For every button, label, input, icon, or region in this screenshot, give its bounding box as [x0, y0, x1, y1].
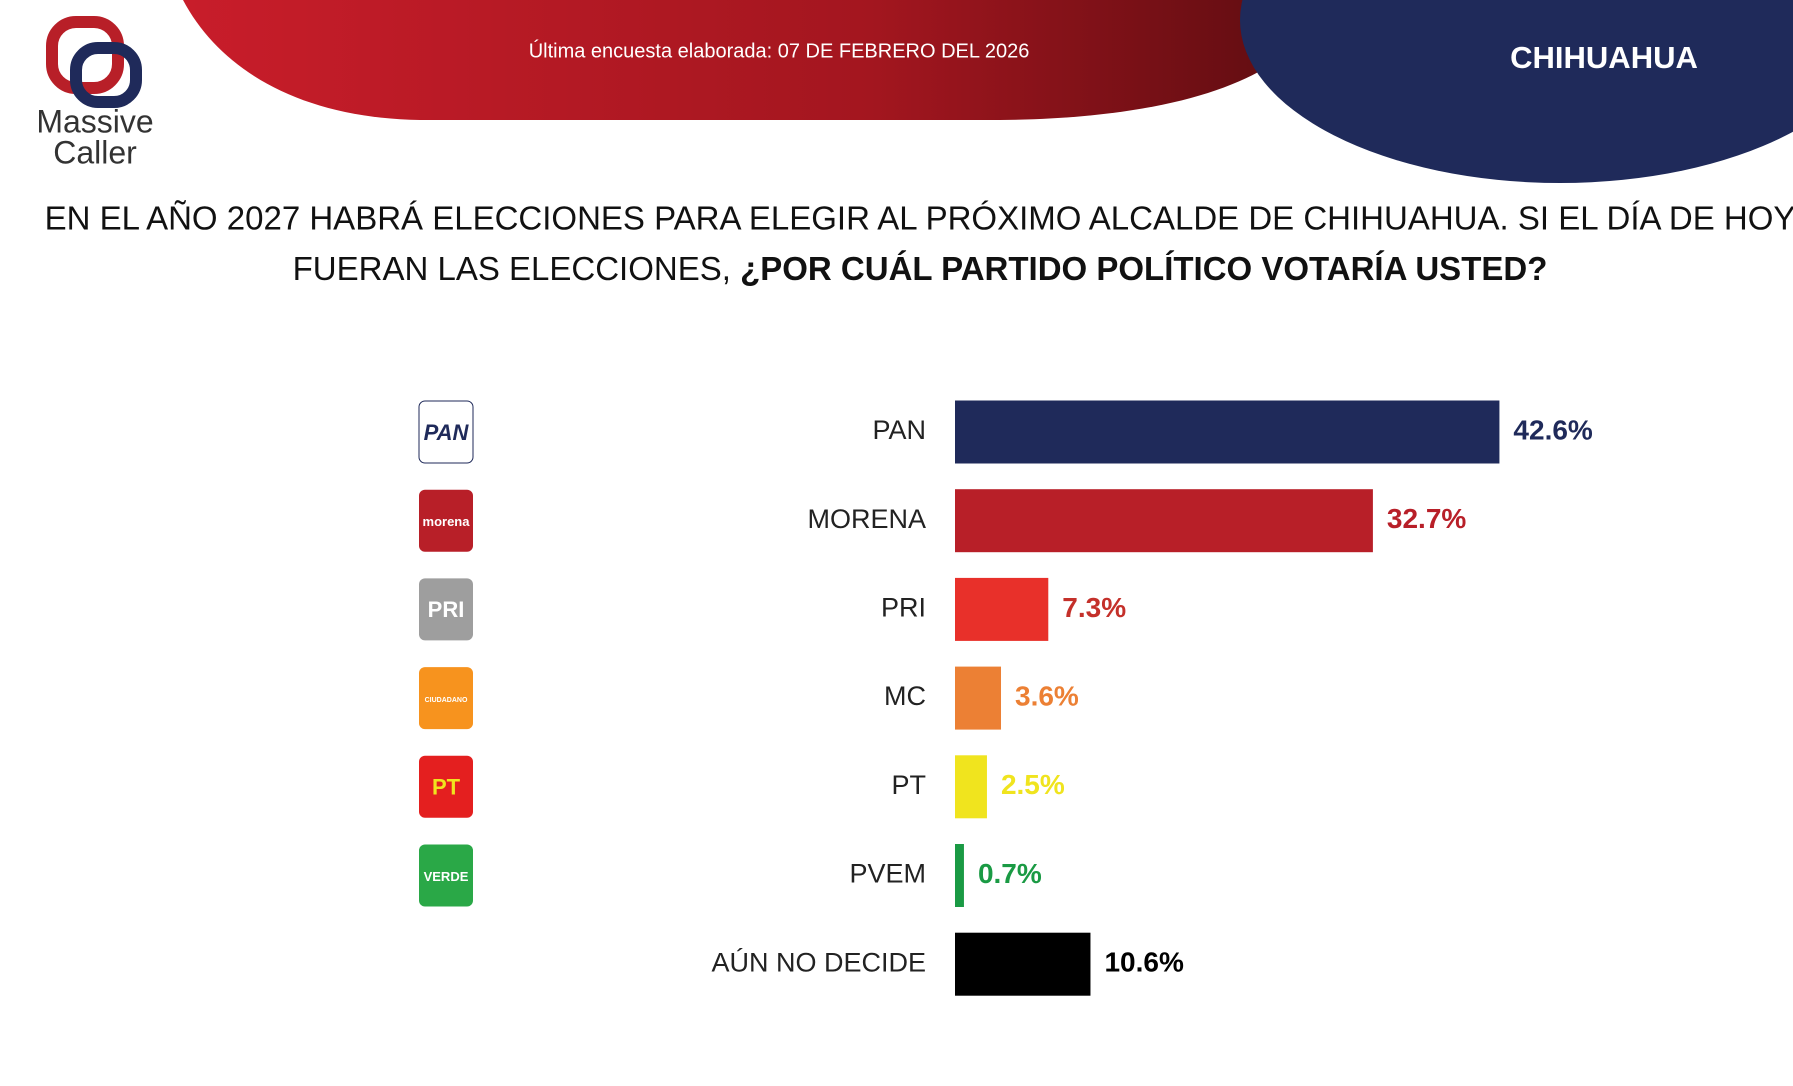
- value-label: 32.7%: [1387, 503, 1466, 534]
- title-part: FUERAN LAS ELECCIONES,: [293, 250, 731, 287]
- party-icon-label: CIUDADANO: [425, 697, 468, 704]
- party-icon-label: VERDE: [424, 869, 469, 884]
- party-icon: [419, 578, 473, 641]
- category-label: PAN: [872, 415, 926, 445]
- value-label: 10.6%: [1104, 947, 1183, 978]
- value-label: 0.7%: [978, 858, 1042, 889]
- category-label: PVEM: [849, 859, 926, 889]
- value-label: 3.6%: [1015, 680, 1079, 711]
- bar: [955, 666, 1002, 730]
- category-label: PRI: [881, 593, 926, 623]
- bar: [955, 489, 1373, 553]
- bar: [955, 400, 1500, 464]
- title-part: ¿POR CUÁL PARTIDO POLÍTICO VOTARÍA USTED…: [740, 250, 1547, 287]
- party-icon: [418, 400, 474, 464]
- header-band: [183, 0, 1330, 120]
- category-label: MORENA: [807, 504, 926, 534]
- party-icon-label: morena: [423, 514, 471, 529]
- party-icon-label: PAN: [424, 420, 470, 445]
- category-label: MC: [884, 681, 926, 711]
- category-label: PT: [891, 770, 926, 800]
- party-icon: [419, 844, 473, 907]
- party-icon: [419, 667, 473, 730]
- header-circle: [1240, 0, 1793, 183]
- bar: [955, 932, 1091, 996]
- bar: [955, 577, 1049, 641]
- category-label: AÚN NO DECIDE: [711, 946, 926, 977]
- value-label: 42.6%: [1513, 414, 1592, 445]
- party-icon: [419, 489, 473, 552]
- bar: [955, 844, 964, 907]
- party-icon: [419, 755, 473, 818]
- region: CHIHUAHUA: [1510, 40, 1698, 75]
- value-label: 7.3%: [1062, 592, 1126, 623]
- chart-title: FUERAN LAS ELECCIONES, ¿POR CUÁL PARTIDO…: [293, 250, 1548, 287]
- survey-date: Última encuesta elaborada: 07 DE FEBRERO…: [529, 39, 1030, 62]
- party-icon-label: PT: [432, 775, 461, 800]
- brand-name: Massive: [36, 103, 153, 139]
- party-icon-label: PRI: [428, 597, 465, 622]
- brand-name: Caller: [53, 134, 137, 170]
- value-label: 2.5%: [1001, 769, 1065, 800]
- bar: [955, 755, 987, 819]
- logo: Massive Caller: [36, 16, 154, 170]
- chart-title: EN EL AÑO 2027 HABRÁ ELECCIONES PARA ELE…: [45, 200, 1793, 237]
